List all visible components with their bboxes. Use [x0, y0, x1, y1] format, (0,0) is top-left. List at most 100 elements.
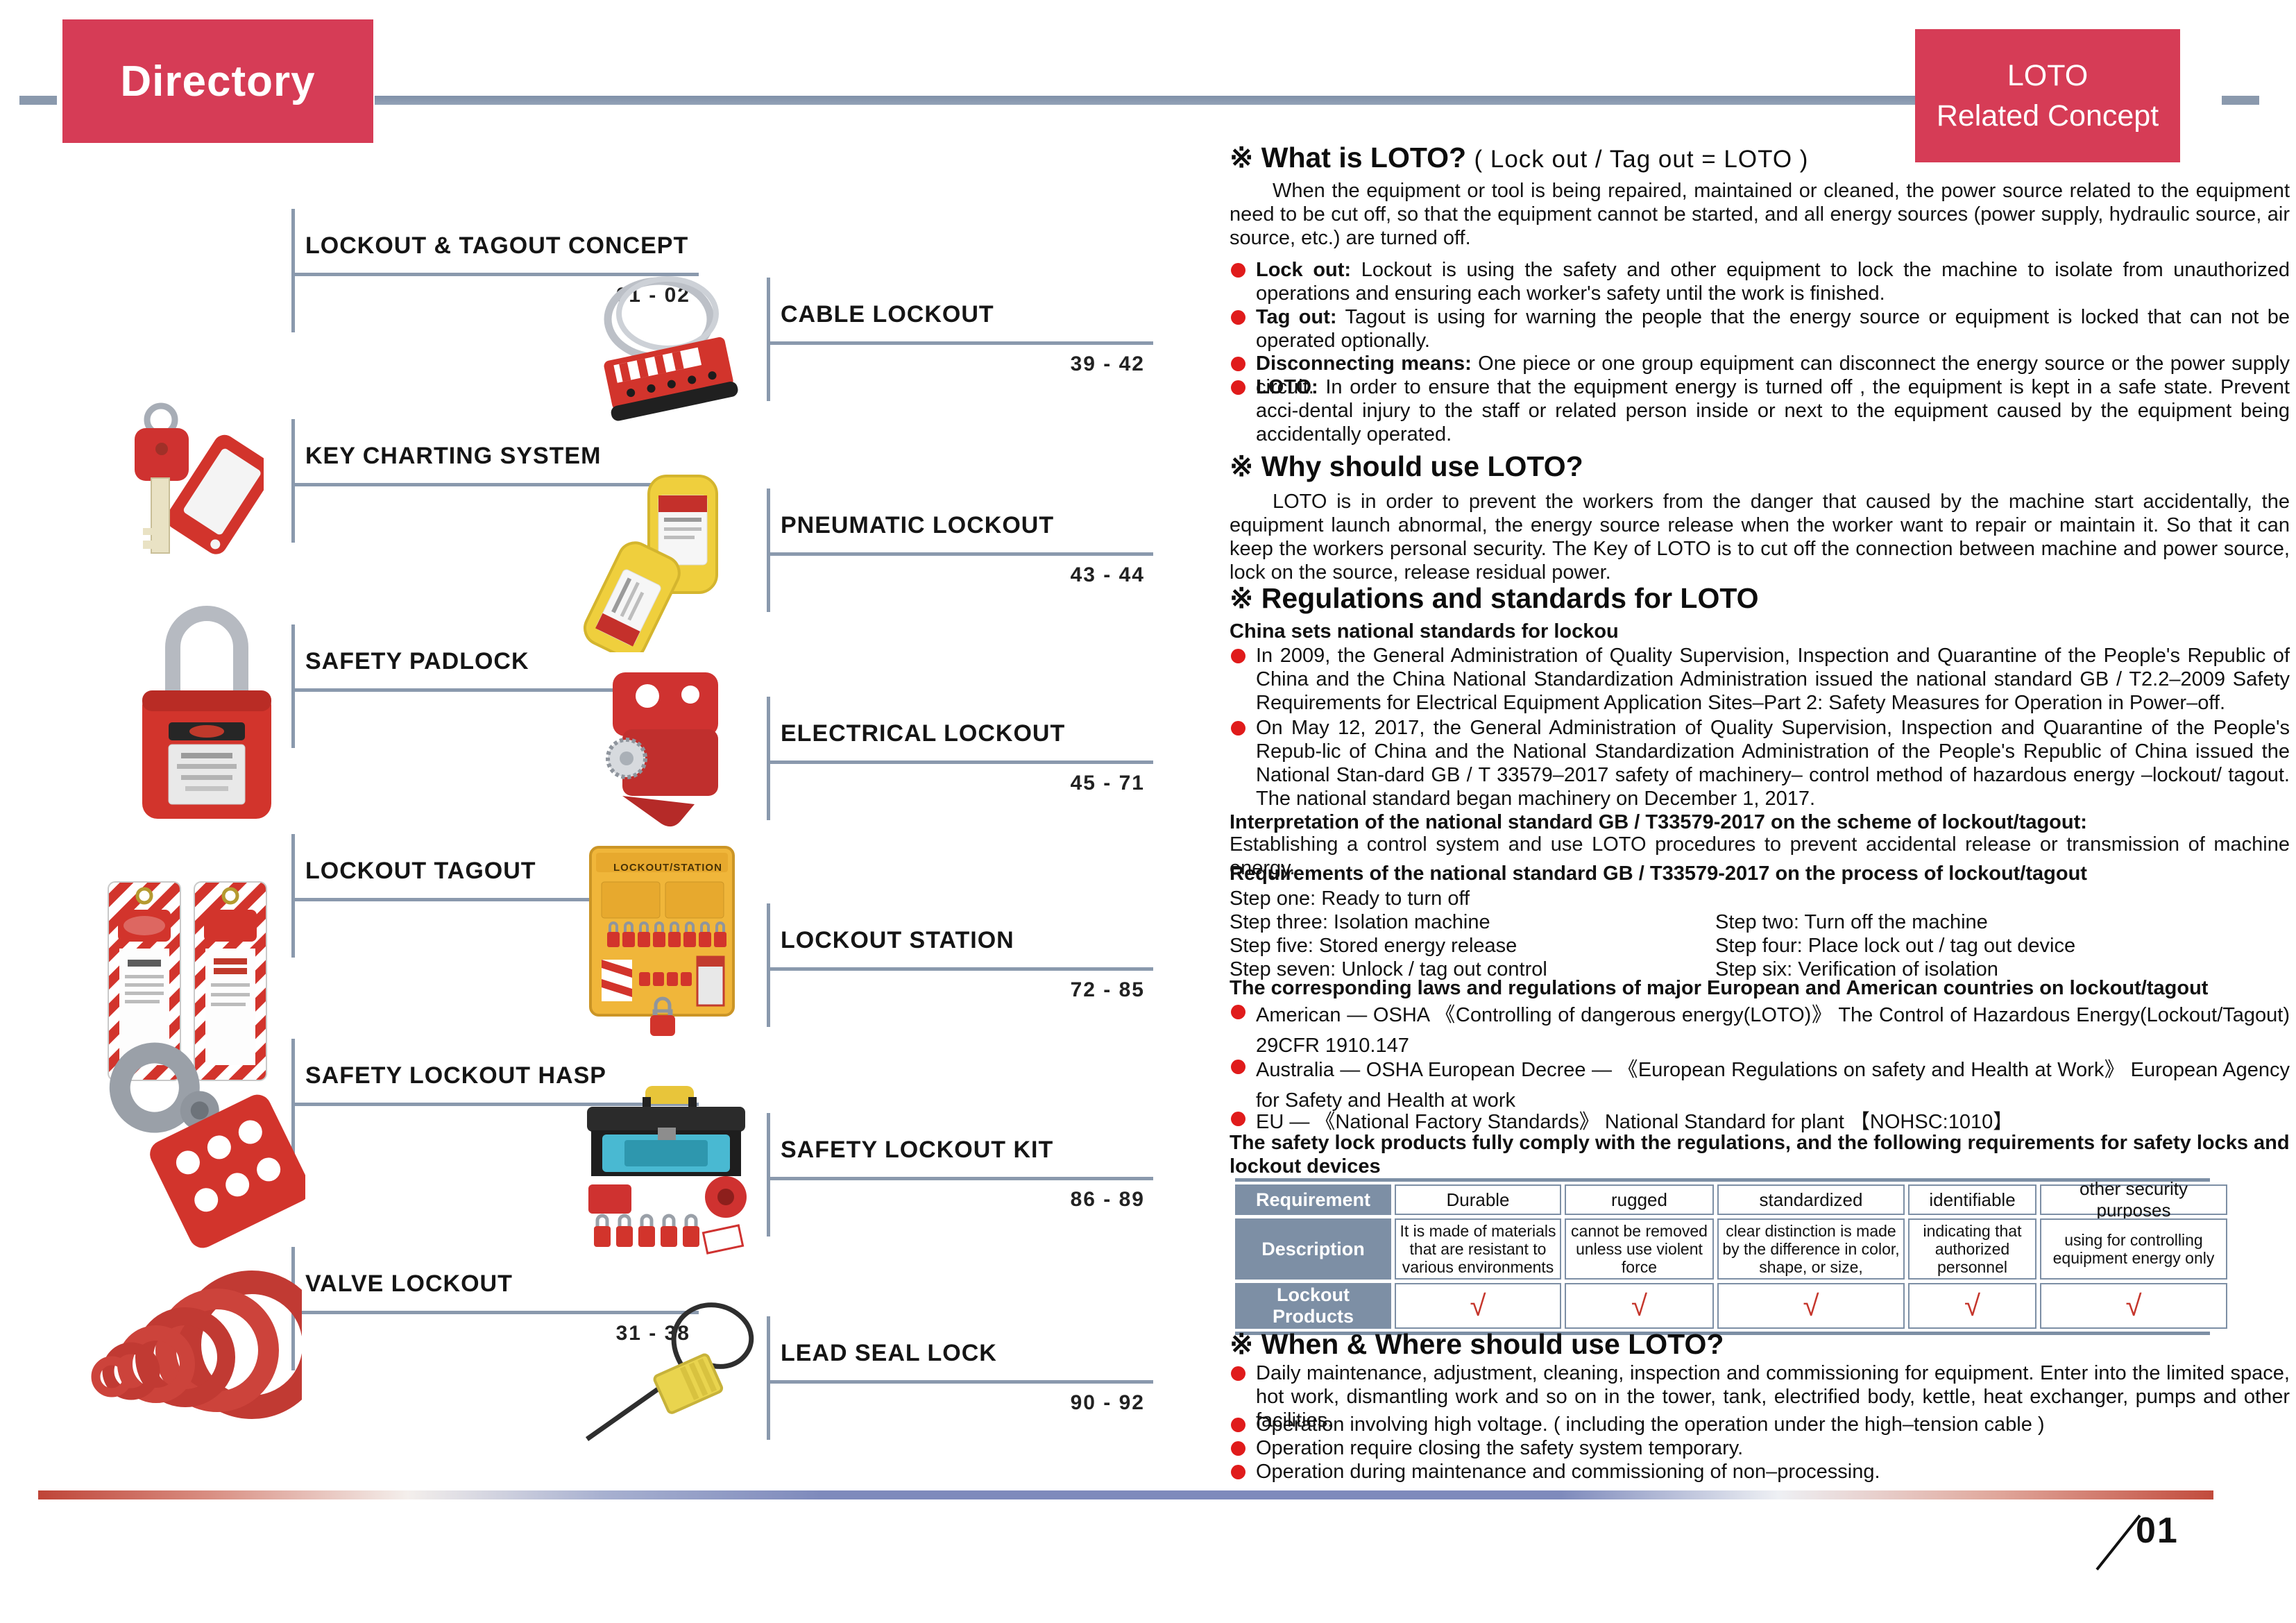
- entry-tick-line: [767, 903, 770, 1027]
- directory-tab[interactable]: Directory: [62, 19, 373, 143]
- check-mark-icon: √: [1395, 1283, 1561, 1329]
- table-row-header: Lockout Products: [1235, 1283, 1391, 1329]
- toc-label: LEAD SEAL LOCK: [781, 1340, 997, 1366]
- table-cell: indicating that authorized personnel: [1908, 1218, 2036, 1280]
- check-mark-icon: √: [1908, 1283, 2036, 1329]
- bullet-dot-icon: [1231, 1112, 1245, 1126]
- valve-lockout-image: [91, 1271, 302, 1419]
- table-cell: clear distinction is made by the differe…: [1717, 1218, 1905, 1280]
- regulation-bullet-2009: In 2009, the General Administration of Q…: [1230, 644, 2290, 715]
- bullet-dot-icon: [1231, 1005, 1245, 1019]
- station-board-title: LOCKOUT/STATION: [613, 862, 722, 874]
- law-bullet-australia: Australia — OSHA European Decree — 《Euro…: [1230, 1055, 2290, 1116]
- regulations-heading: ※ Regulations and standards for LOTO: [1230, 582, 1759, 614]
- entry-underline: [768, 552, 1153, 556]
- page-number-slash: [2095, 1514, 2141, 1571]
- entry-underline: [293, 273, 699, 276]
- bullet-dot-icon: [1231, 263, 1245, 278]
- heading-sub: ( Lock out / Tag out = LOTO ): [1474, 146, 1809, 173]
- toc-label: LOCKOUT TAGOUT: [305, 858, 536, 884]
- page-number: 01: [2136, 1511, 2179, 1551]
- entry-underline: [768, 967, 1153, 971]
- table-cell: It is made of materials that are resista…: [1395, 1218, 1561, 1280]
- bullet-dot-icon: [1231, 310, 1245, 325]
- toc-label: ELECTRICAL LOCKOUT: [781, 720, 1066, 747]
- toc-pages: 39 - 42: [1070, 352, 1145, 375]
- when-where-heading: ※ When & Where should use LOTO?: [1230, 1328, 1724, 1360]
- heading-main: ※ What is LOTO?: [1230, 142, 1467, 173]
- toc-label: KEY CHARTING SYSTEM: [305, 443, 602, 469]
- bullet-dot-icon: [1231, 721, 1245, 736]
- bullet-dot-icon: [1231, 1465, 1245, 1479]
- lockout-tags-image: [108, 881, 267, 1081]
- toc-label: CABLE LOCKOUT: [781, 301, 994, 328]
- check-mark-icon: √: [1565, 1283, 1714, 1329]
- toc-pages: 86 - 89: [1070, 1188, 1145, 1211]
- entry-tick-line: [767, 1316, 770, 1440]
- loto-concept-page: ※ What is LOTO? ( Lock out / Tag out = L…: [1230, 0, 2290, 1623]
- electrical-lockout-image: [606, 672, 718, 827]
- what-is-bullet-loto: LOTO: In order to ensure that the equipm…: [1230, 375, 2290, 446]
- what-is-loto-heading: ※ What is LOTO? ( Lock out / Tag out = L…: [1230, 141, 1808, 174]
- entry-underline: [293, 688, 699, 692]
- entry-underline: [768, 760, 1153, 764]
- comply-title: The safety lock products fully comply wi…: [1230, 1132, 2290, 1178]
- entry-tick-line: [767, 697, 770, 820]
- toc-pages: 45 - 71: [1070, 772, 1145, 794]
- bullet-dot-icon: [1231, 1060, 1245, 1074]
- toc-pages: 90 - 92: [1070, 1391, 1145, 1414]
- check-mark-icon: √: [2040, 1283, 2227, 1329]
- laws-title: The corresponding laws and regulations o…: [1230, 977, 2209, 999]
- table-col-header: identifiable: [1908, 1184, 2036, 1215]
- toc-label: LOCKOUT STATION: [781, 927, 1014, 953]
- what-is-bullet-lock-out: Lock out: Lockout is using the safety an…: [1230, 258, 2290, 305]
- entry-underline: [768, 1177, 1153, 1180]
- china-standards-subtitle: China sets national standards for lockou: [1230, 620, 1619, 643]
- regulation-bullet-2017: On May 12, 2017, the General Administrat…: [1230, 716, 2290, 810]
- cable-lockout-image: [604, 276, 738, 421]
- table-row-header: Description: [1235, 1218, 1391, 1280]
- when-where-bullet-safety-system: Operation require closing the safety sys…: [1230, 1436, 2290, 1460]
- footer-gradient-bar: [38, 1490, 2213, 1499]
- toc-label: SAFETY LOCKOUT KIT: [781, 1137, 1054, 1163]
- toc-label: LOCKOUT & TAGOUT CONCEPT: [305, 232, 689, 259]
- lead-seal-image: [585, 1302, 754, 1441]
- entry-underline: [293, 1311, 699, 1314]
- table-col-header: rugged: [1565, 1184, 1714, 1215]
- entry-tick-line: [291, 209, 295, 332]
- what-is-bullet-tag-out: Tag out: Tagout is using for warning the…: [1230, 305, 2290, 352]
- pneumatic-lockout-image: [584, 475, 718, 652]
- lockout-steps-column-2: Step two: Turn off the machine Step four…: [1715, 911, 2076, 980]
- header-rule-left-dash: [19, 96, 57, 105]
- what-is-bullet-disconnecting: Disconnecting means: One piece or one gr…: [1230, 352, 2290, 399]
- lockout-kit-image: [587, 1086, 747, 1255]
- toc-label: SAFETY LOCKOUT HASP: [305, 1062, 606, 1089]
- bullet-dot-icon: [1231, 649, 1245, 663]
- directory-tab-label: Directory: [120, 57, 316, 105]
- lockout-hasp-image: [109, 1042, 305, 1248]
- entry-underline: [293, 1103, 699, 1106]
- entry-tick-line: [291, 624, 295, 748]
- bullet-dot-icon: [1231, 357, 1245, 371]
- toc-pages: 43 - 44: [1070, 563, 1145, 586]
- loto-related-concept-tab[interactable]: LOTO Related Concept: [1915, 29, 2180, 162]
- entry-tick-line: [291, 419, 295, 543]
- bullet-dot-icon: [1231, 1418, 1245, 1432]
- table-cell: cannot be removed unless use violent for…: [1565, 1218, 1714, 1280]
- loto-tab-line1: LOTO: [2007, 59, 2089, 92]
- table-col-header: Durable: [1395, 1184, 1561, 1215]
- law-bullet-american: American — OSHA 《Controlling of dangerou…: [1230, 1000, 2290, 1061]
- table-cell: using for controlling equipment energy o…: [2040, 1218, 2227, 1280]
- entry-underline: [293, 483, 699, 486]
- safety-padlock-image: [142, 606, 271, 819]
- why-use-loto-heading: ※ Why should use LOTO?: [1230, 450, 1583, 482]
- when-where-bullet-daily: Daily maintenance, adjustment, cleaning,…: [1230, 1361, 2290, 1432]
- when-where-bullet-voltage: Operation involving high voltage. ( incl…: [1230, 1413, 2290, 1436]
- table-row-header: Requirement: [1235, 1184, 1391, 1215]
- what-is-intro: When the equipment or tool is being repa…: [1230, 180, 2290, 249]
- key-tag-image: [135, 402, 264, 554]
- loto-tab-line2: Related Concept: [1936, 99, 2159, 133]
- header-rule: [375, 96, 2030, 105]
- bullet-dot-icon: [1231, 380, 1245, 395]
